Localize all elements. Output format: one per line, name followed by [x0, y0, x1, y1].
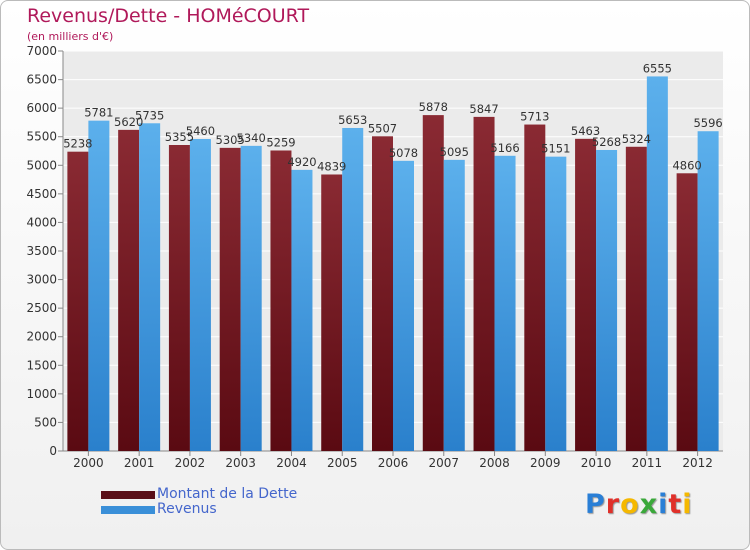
data-label-dette: 5259	[266, 135, 295, 149]
x-tick-label: 2001	[124, 456, 155, 470]
logo-letter: i	[658, 489, 669, 520]
data-label-dette: 5620	[114, 115, 143, 129]
bar-dette	[372, 136, 393, 452]
data-label-revenus: 5340	[237, 131, 266, 145]
chart-title: Revenus/Dette - HOMéCOURT	[27, 5, 310, 27]
data-label-dette: 5238	[63, 137, 92, 151]
data-label-dette: 5324	[622, 132, 651, 146]
y-tick-label: 4500	[26, 187, 57, 201]
bar-dette	[575, 138, 597, 452]
y-tick-label: 2000	[26, 330, 57, 344]
data-label-revenus: 5460	[186, 124, 215, 138]
logo-letter: t	[668, 489, 683, 520]
y-tick-label: 5000	[26, 158, 57, 172]
y-tick-label: 1000	[26, 387, 57, 401]
data-label-dette: 5713	[520, 110, 549, 124]
bar-revenus	[697, 131, 719, 451]
data-label-dette: 5463	[571, 124, 600, 138]
data-label-revenus: 5596	[693, 116, 722, 130]
logo-letter: P	[585, 489, 606, 520]
data-label-dette: 5355	[165, 130, 194, 144]
data-label-dette: 4839	[317, 159, 346, 173]
bar-dette	[219, 147, 241, 451]
x-tick-label: 2007	[428, 456, 459, 470]
bar-revenus	[342, 127, 364, 451]
proxiti-logo: Proxiti	[585, 489, 693, 520]
bar-revenus	[443, 159, 465, 451]
x-tick-label: 2003	[225, 456, 256, 470]
x-tick-label: 2002	[175, 456, 206, 470]
data-label-revenus: 5268	[592, 135, 621, 149]
data-label-dette: 5847	[469, 102, 498, 116]
x-tick-label: 2011	[632, 456, 663, 470]
data-label-dette: 5507	[368, 121, 397, 135]
y-tick-label: 0	[49, 444, 57, 458]
y-tick-label: 4000	[26, 215, 57, 229]
x-tick-label: 2005	[327, 456, 358, 470]
data-label-dette: 4860	[672, 158, 701, 172]
y-tick-label: 2500	[26, 301, 57, 315]
bar-revenus	[189, 139, 211, 451]
bar-dette	[676, 173, 698, 452]
logo-letter: o	[620, 489, 640, 520]
bar-dette	[168, 145, 190, 451]
data-label-revenus: 4920	[287, 155, 316, 169]
bar-revenus	[393, 160, 414, 452]
x-tick-label: 2010	[581, 456, 612, 470]
x-tick-label: 2006	[378, 456, 409, 470]
logo-letter: x	[639, 489, 659, 520]
data-label-revenus: 5078	[389, 146, 418, 160]
bar-dette	[473, 116, 495, 451]
y-tick-label: 1500	[26, 358, 57, 372]
bar-revenus	[646, 76, 668, 451]
bar-revenus	[596, 149, 618, 451]
y-tick-label: 6000	[26, 101, 57, 115]
data-label-revenus: 5653	[338, 113, 367, 127]
bar-revenus	[494, 155, 516, 452]
legend-swatch-dette	[101, 491, 155, 499]
y-tick-label: 7000	[26, 44, 57, 58]
x-tick-label: 2004	[276, 456, 307, 470]
bar-dette	[524, 124, 546, 452]
y-tick-label: 500	[34, 415, 57, 429]
y-tick-label: 3500	[26, 244, 57, 258]
legend-swatch-revenus	[101, 506, 155, 514]
legend-label-revenus: Revenus	[157, 501, 217, 517]
y-tick-label: 5500	[26, 130, 57, 144]
bar-dette	[118, 129, 140, 451]
data-label-revenus: 5095	[440, 145, 469, 159]
y-tick-label: 3000	[26, 273, 57, 287]
bar-revenus	[139, 123, 161, 452]
data-label-dette: 5305	[216, 133, 245, 147]
data-label-dette: 5878	[419, 100, 448, 114]
logo-letter: i	[682, 489, 693, 520]
bar-dette	[67, 151, 89, 451]
data-label-revenus: 5781	[84, 106, 113, 120]
bar-dette	[625, 146, 647, 451]
x-tick-label: 2008	[479, 456, 510, 470]
x-tick-label: 2009	[530, 456, 561, 470]
data-label-revenus: 5735	[135, 108, 164, 122]
bar-revenus	[545, 156, 567, 451]
bar-dette	[422, 115, 444, 451]
y-tick-label: 6500	[26, 73, 57, 87]
x-tick-label: 2012	[682, 456, 713, 470]
chart-subtitle: (en milliers d'€)	[27, 30, 114, 43]
data-label-revenus: 5166	[490, 141, 519, 155]
data-label-revenus: 5151	[541, 142, 570, 156]
x-tick-label: 2000	[73, 456, 104, 470]
legend-label-dette: Montant de la Dette	[157, 486, 298, 502]
logo-letter: r	[605, 489, 621, 520]
bar-revenus	[291, 169, 313, 451]
bar-dette	[270, 150, 292, 451]
bar-dette	[321, 174, 343, 451]
data-label-revenus: 6555	[643, 61, 672, 75]
bar-revenus	[88, 120, 110, 452]
bar-revenus	[240, 145, 262, 451]
